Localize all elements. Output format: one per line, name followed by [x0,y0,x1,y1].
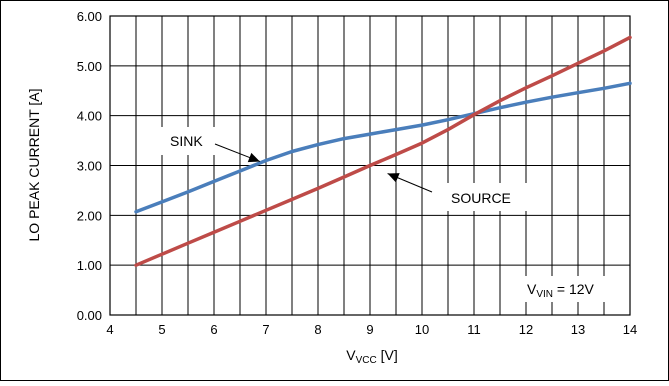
vin-label-bg [509,276,621,302]
y-tick-label: 0.00 [77,308,102,323]
vin-label-sub: VIN [536,289,553,300]
x-axis-label-main: V [346,347,356,363]
series-line-source [134,35,632,267]
vin-label-main: V [527,281,537,297]
sink-arrow-head [247,152,260,163]
sink-label-bg [152,127,228,155]
x-tick-label: 5 [158,322,165,337]
y-tick-label: 3.00 [77,159,102,174]
y-tick-label: 4.00 [77,109,102,124]
series-line-sink [134,81,632,214]
x-tick-label: 9 [366,322,373,337]
y-axis-label: LO PEAK CURRENT [A] [26,88,42,241]
series-group [134,35,632,267]
vin-label-tail: = 12V [553,281,595,297]
source-arrow-head [387,173,400,183]
y-tick-label: 1.00 [77,258,102,273]
x-tick-label: 11 [467,322,481,337]
x-axis-label-sub: VCC [356,355,377,366]
x-tick-label: 13 [571,322,585,337]
x-tick-label: 8 [314,322,321,337]
x-tick-label: 4 [106,322,113,337]
y-tick-label: 2.00 [77,208,102,223]
y-tick-label: 5.00 [77,59,102,74]
source-label: SOURCE [451,190,511,206]
x-tick-label: 6 [210,322,217,337]
x-tick-label: 7 [262,322,269,337]
sink-label: SINK [170,133,203,149]
x-tick-label: 14 [623,322,637,337]
plot-border [109,15,631,316]
x-tick-label: 12 [519,322,533,337]
vin-label: VVIN = 12V [527,281,595,300]
y-tick-label: 6.00 [77,9,102,24]
x-axis-label-tail: [V] [377,347,398,363]
annotations: SINK SOURCE VVIN = 12V [152,127,621,302]
tick-labels: 4 5 6 7 8 9 10 11 12 13 14 0.00 1.00 2.00 3.00 4.00 5.00… [77,9,638,337]
x-axis-label: VVCC [V] [346,347,397,366]
source-label-bg [430,183,542,211]
x-tick-label: 10 [415,322,429,337]
